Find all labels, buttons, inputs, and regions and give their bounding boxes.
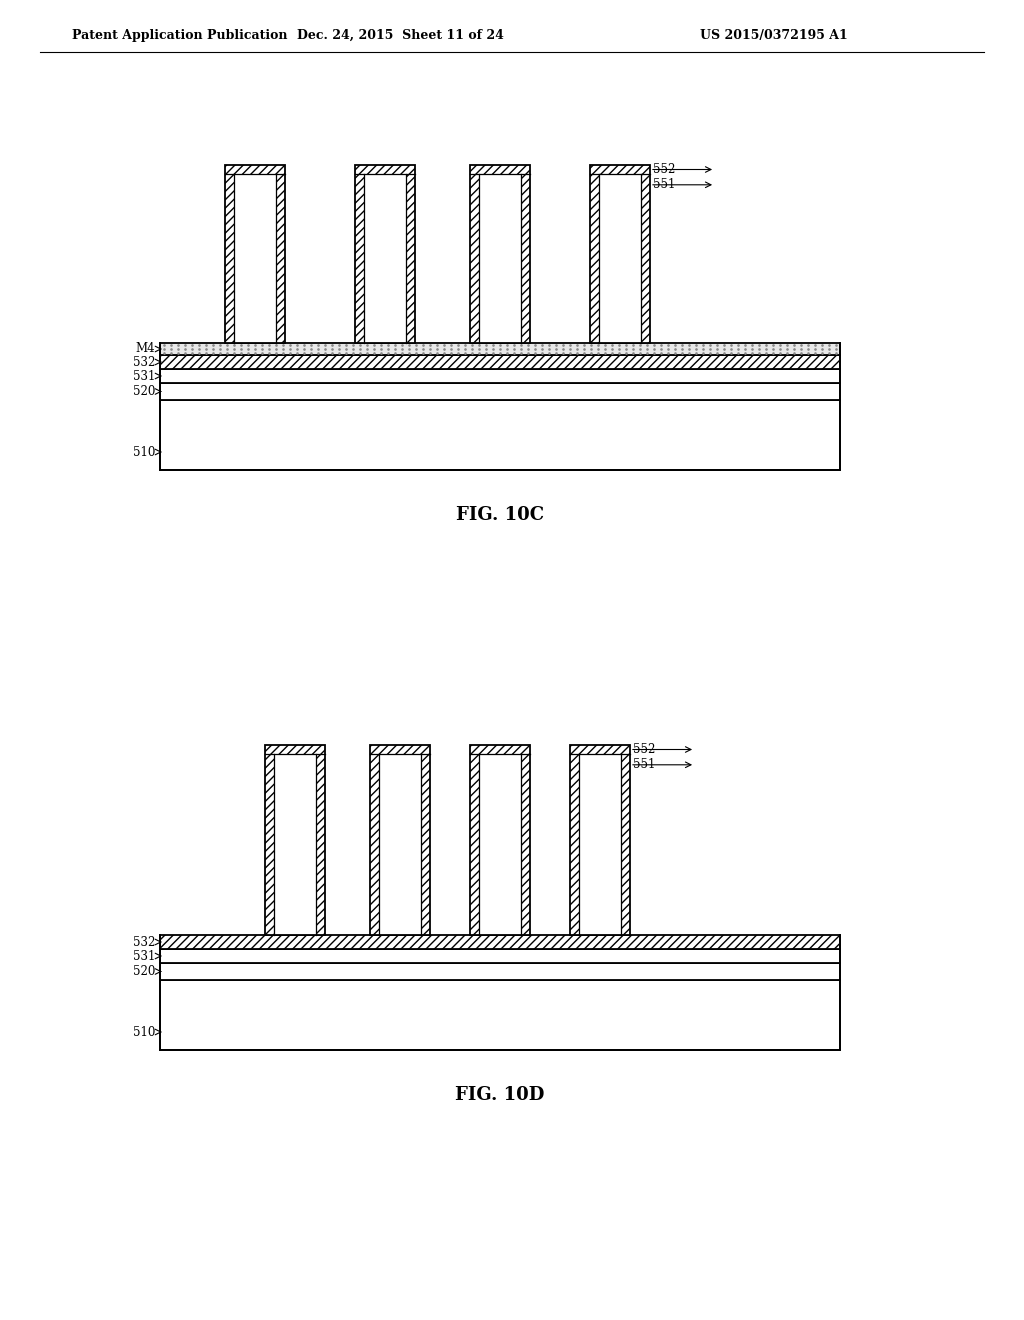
Bar [579,754,621,935]
Bar [379,754,421,935]
Bar [234,174,276,343]
Bar [265,744,325,935]
Bar [370,744,379,935]
Bar [521,165,530,343]
Bar [160,935,840,949]
Text: 552: 552 [653,162,676,176]
Text: 510: 510 [133,446,155,458]
Text: M4: M4 [135,342,155,355]
Bar [470,744,530,935]
Bar [641,165,650,343]
Bar [470,744,479,935]
Bar [470,165,530,343]
Bar [316,744,325,935]
Text: Patent Application Publication: Patent Application Publication [72,29,288,41]
Bar [470,165,530,174]
Bar [225,165,234,343]
Bar [479,174,521,343]
Text: 510: 510 [133,1026,155,1039]
Text: 551: 551 [633,758,655,771]
Bar [265,744,325,754]
Bar [370,744,430,754]
Bar [160,355,840,370]
Bar [590,165,650,343]
Bar [160,949,840,964]
Bar [470,165,479,343]
Bar [406,165,415,343]
Bar [160,979,840,1049]
Bar [590,165,599,343]
Text: 520: 520 [133,385,155,399]
Bar [276,165,285,343]
Bar [265,744,274,935]
Text: 552: 552 [633,743,655,756]
Bar [160,964,840,979]
Bar [160,383,840,400]
Bar [521,744,530,935]
Bar [421,744,430,935]
Text: 551: 551 [653,178,676,191]
Bar [355,165,415,174]
Text: 531: 531 [133,370,155,383]
Bar [225,165,285,343]
Bar [570,744,630,935]
Text: FIG. 10C: FIG. 10C [456,506,544,524]
Text: Dec. 24, 2015  Sheet 11 of 24: Dec. 24, 2015 Sheet 11 of 24 [297,29,504,41]
Bar [599,174,641,343]
Bar [590,165,650,174]
Bar [355,165,415,343]
Text: 531: 531 [133,949,155,962]
Text: US 2015/0372195 A1: US 2015/0372195 A1 [700,29,848,41]
Bar [570,744,579,935]
Bar [470,744,530,754]
Bar [621,744,630,935]
Bar [225,165,285,174]
Text: 532: 532 [133,936,155,949]
Bar [160,400,840,470]
Bar [370,744,430,935]
Bar [355,165,364,343]
Bar [479,754,521,935]
Bar [160,343,840,355]
Bar [364,174,406,343]
Bar [570,744,630,754]
Text: FIG. 10D: FIG. 10D [456,1086,545,1104]
Text: 520: 520 [133,965,155,978]
Bar [274,754,316,935]
Text: 532: 532 [133,355,155,368]
Bar [160,370,840,383]
